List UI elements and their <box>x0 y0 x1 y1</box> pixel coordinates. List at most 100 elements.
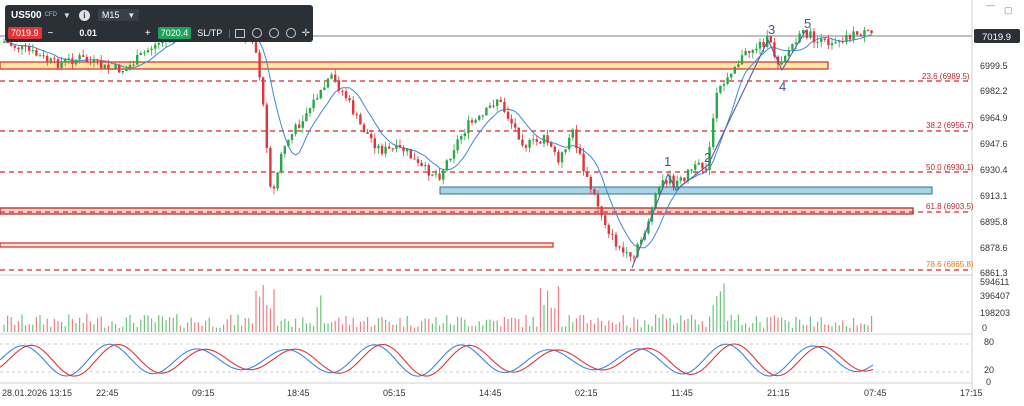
candle-body <box>643 233 646 240</box>
candle-body <box>460 136 463 140</box>
symbol-name[interactable]: US500 <box>11 9 42 21</box>
candle-body <box>611 233 614 235</box>
info-icon[interactable]: i <box>78 9 90 21</box>
volume-bar <box>683 320 685 332</box>
candle-body <box>794 42 798 45</box>
candle-body <box>107 64 110 69</box>
candle-body <box>348 98 351 101</box>
candle-body <box>478 115 481 120</box>
volume-bar <box>46 318 48 332</box>
volume-bar <box>10 317 12 332</box>
candle-body <box>632 256 636 258</box>
volume-bar <box>586 323 588 332</box>
candle-body <box>373 138 376 149</box>
sell-price-button[interactable]: 7019.9 <box>8 27 42 39</box>
candle-body <box>704 168 708 171</box>
timeframe-select[interactable]: M15 ▼ <box>97 9 140 21</box>
volume-bar <box>262 285 264 332</box>
lot-increase-button[interactable]: + <box>144 27 151 39</box>
zoom-out-icon[interactable] <box>251 28 262 38</box>
buy-price-button[interactable]: 7020.4 <box>157 27 192 39</box>
candle-body <box>740 55 744 65</box>
volume-bar <box>341 324 343 332</box>
time-label-6: 02:15 <box>575 388 598 398</box>
volume-bar <box>727 320 729 332</box>
lot-size-input[interactable]: 0.01 <box>79 28 97 38</box>
volume-bar <box>593 323 595 332</box>
candle-body <box>589 176 592 190</box>
volume-bar <box>611 322 613 332</box>
volume-bar <box>176 314 178 332</box>
volume-bar <box>723 283 725 332</box>
minimize-button[interactable]: — <box>986 0 995 10</box>
candle-body <box>413 158 416 160</box>
volume-bar <box>230 314 232 332</box>
candle-body <box>564 149 567 153</box>
volume-bar <box>370 326 372 332</box>
volume-bar <box>309 322 311 332</box>
volume-bar <box>118 327 120 332</box>
volume-bar <box>676 323 678 332</box>
candle-body <box>71 58 74 65</box>
crosshair-icon[interactable]: ✛ <box>301 27 311 39</box>
volume-bar <box>781 317 783 332</box>
volume-bar <box>543 305 545 332</box>
price-label-6999: 6999.5 <box>980 61 1008 71</box>
candle-body <box>308 108 312 114</box>
restore-button[interactable]: ▢ <box>1004 5 1013 15</box>
volume-bar <box>323 323 325 332</box>
candle-body <box>157 43 160 45</box>
volume-bar <box>759 322 761 332</box>
volume-bar <box>457 316 459 332</box>
volume-bar <box>338 317 340 332</box>
lot-decrease-button[interactable]: − <box>47 27 54 39</box>
volume-bar <box>565 326 567 332</box>
candle-body <box>528 139 531 148</box>
volume-bar <box>824 324 826 332</box>
time-label-0: 28.01.2026 13:15 <box>2 388 72 398</box>
candle-body <box>535 139 538 142</box>
zoom-in-icon[interactable] <box>268 28 279 38</box>
sltp-button[interactable]: SL/TP <box>197 28 223 38</box>
time-label-8: 21:15 <box>767 388 790 398</box>
volume-bar <box>82 322 84 332</box>
volume-bar <box>295 318 297 332</box>
candle-body <box>485 107 488 116</box>
candle-body <box>568 137 571 150</box>
volume-bar <box>154 322 156 332</box>
volume-bar <box>233 325 235 332</box>
candle-body <box>647 221 650 234</box>
volume-bar <box>305 323 307 332</box>
symbol-dropdown-icon[interactable]: ▼ <box>62 10 71 20</box>
candle-body <box>49 58 52 62</box>
elliott-wave-line <box>631 29 807 269</box>
osc-label-80: 80 <box>984 337 994 347</box>
candle-body <box>683 177 686 182</box>
volume-bar <box>406 315 408 332</box>
volume-bar <box>694 319 696 332</box>
volume-bar <box>838 325 840 332</box>
zoom-reset-icon[interactable] <box>285 28 296 38</box>
volume-bar <box>665 318 667 332</box>
volume-bar <box>97 318 99 332</box>
volume-bar <box>403 326 405 332</box>
candle-body <box>496 99 499 106</box>
volume-bar <box>320 295 322 332</box>
volume-bar <box>367 316 369 332</box>
candle-body <box>802 29 805 34</box>
candle-body <box>521 139 524 146</box>
candle-body <box>499 99 502 102</box>
candle-body <box>816 41 819 43</box>
volume-bar <box>737 314 739 332</box>
volume-bar <box>547 290 549 332</box>
volume-bar <box>673 324 675 332</box>
volume-bar <box>64 326 66 332</box>
candle-body <box>31 50 34 52</box>
volume-bar <box>763 327 765 332</box>
candle-body <box>341 90 344 92</box>
volume-bar <box>161 316 163 332</box>
lock-icon[interactable] <box>234 28 245 38</box>
candle-body <box>748 50 751 53</box>
candle-body <box>618 246 621 248</box>
